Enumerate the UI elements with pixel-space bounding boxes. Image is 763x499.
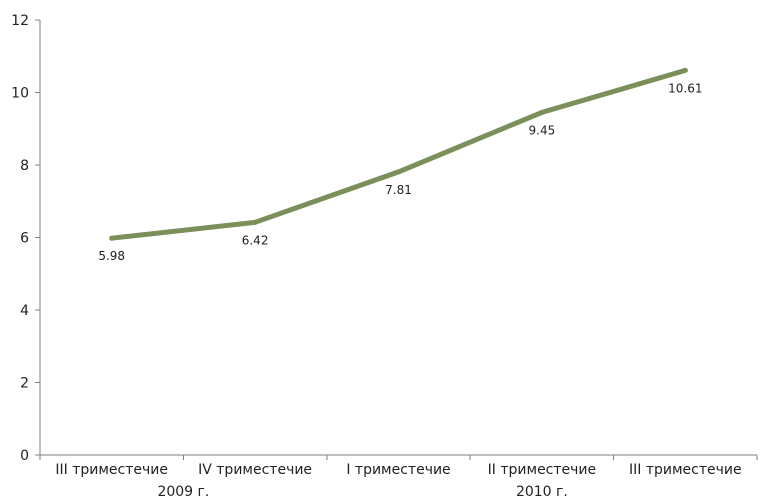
y-tick-label: 10 [11,86,29,102]
data-label: 6.42 [242,233,269,247]
y-tick-label: 6 [20,231,29,247]
y-tick-label: 0 [20,448,29,464]
x-category-label: III триместечие [55,462,168,478]
data-label: 5.98 [98,249,125,263]
series-line [109,67,688,241]
data-labels: 5.98 6.42 7.81 9.45 10.61 [98,81,702,263]
data-label: 7.81 [385,183,412,197]
x-category-label: II триместечие [488,462,596,478]
y-tick-label: 2 [20,376,29,392]
x-group-label: 2010 г. [516,484,568,499]
data-point [539,109,545,115]
data-label: 9.45 [529,123,556,137]
data-point [682,67,688,73]
x-category-label: IV триместечие [198,462,312,478]
y-tick-label: 12 [11,13,29,29]
data-label: 10.61 [668,81,702,95]
y-tick-label: 4 [20,303,29,319]
data-point [252,219,258,225]
x-category-label: III триместечие [629,462,742,478]
x-axis: III триместечие IV триместечие I триместеч… [39,454,758,499]
x-category-label: I триместечие [346,462,450,478]
y-axis: 0 2 4 6 8 10 12 [11,13,41,464]
series-group [109,67,688,241]
y-tick-label: 8 [20,158,29,174]
data-point [396,169,401,175]
x-group-label: 2009 г. [157,484,209,499]
data-point [109,235,115,241]
